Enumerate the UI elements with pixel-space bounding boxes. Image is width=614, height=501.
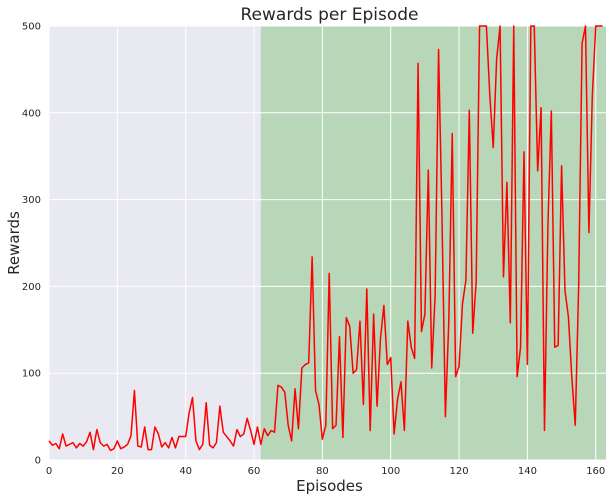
x-axis-label: Episodes: [296, 477, 363, 495]
y-tick-label: 200: [22, 282, 41, 293]
series-line: [48, 25, 603, 452]
y-tick-label: 100: [22, 369, 41, 380]
y-tick-labels: 0 100 200 300 400 500: [22, 22, 41, 467]
x-tick-labels: 0 20 40 60 80 100 120 140 160: [46, 466, 605, 477]
chart-title: Rewards per Episode: [241, 5, 419, 25]
y-tick-label: 0: [35, 456, 41, 467]
highlight-region: [260, 26, 606, 460]
x-tick-label: 20: [111, 466, 124, 477]
x-tick-label: 100: [381, 466, 400, 477]
x-tick-label: 140: [518, 466, 537, 477]
x-tick-label: 60: [248, 466, 261, 477]
x-tick-label: 160: [586, 466, 605, 477]
x-tick-label: 0: [46, 466, 52, 477]
series-group: [48, 25, 603, 452]
y-tick-label: 500: [22, 22, 41, 33]
y-tick-label: 300: [22, 195, 41, 206]
x-tick-label: 40: [179, 466, 192, 477]
y-axis-label: Rewards: [5, 211, 23, 275]
y-tick-label: 400: [22, 108, 41, 119]
x-tick-label: 120: [450, 466, 469, 477]
x-tick-label: 80: [316, 466, 329, 477]
